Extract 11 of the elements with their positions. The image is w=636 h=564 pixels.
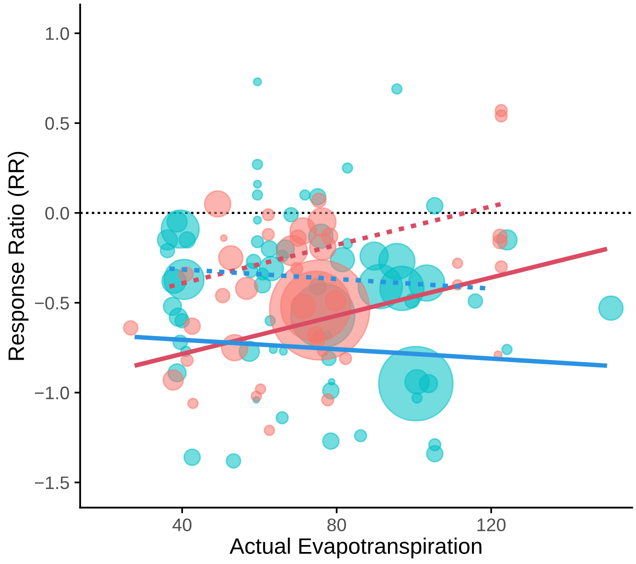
x-tick-label: 40 bbox=[172, 518, 192, 532]
x-tick-label: 80 bbox=[327, 518, 346, 532]
y-tick-label: 1.0 bbox=[46, 27, 70, 40]
x-tick-label: 120 bbox=[477, 518, 506, 532]
y-tick-label: 0.5 bbox=[45, 117, 69, 130]
y-tick-label: −1.0 bbox=[34, 386, 70, 400]
y-tick-label: −1.5 bbox=[34, 476, 69, 490]
y-axis-title: Response Ratio (RR) bbox=[8, 152, 29, 360]
x-axis-title: Actual Evapotranspiration bbox=[230, 538, 482, 558]
y-tick-label: 0.0 bbox=[45, 206, 70, 220]
y-tick-label: −0.5 bbox=[34, 296, 69, 310]
